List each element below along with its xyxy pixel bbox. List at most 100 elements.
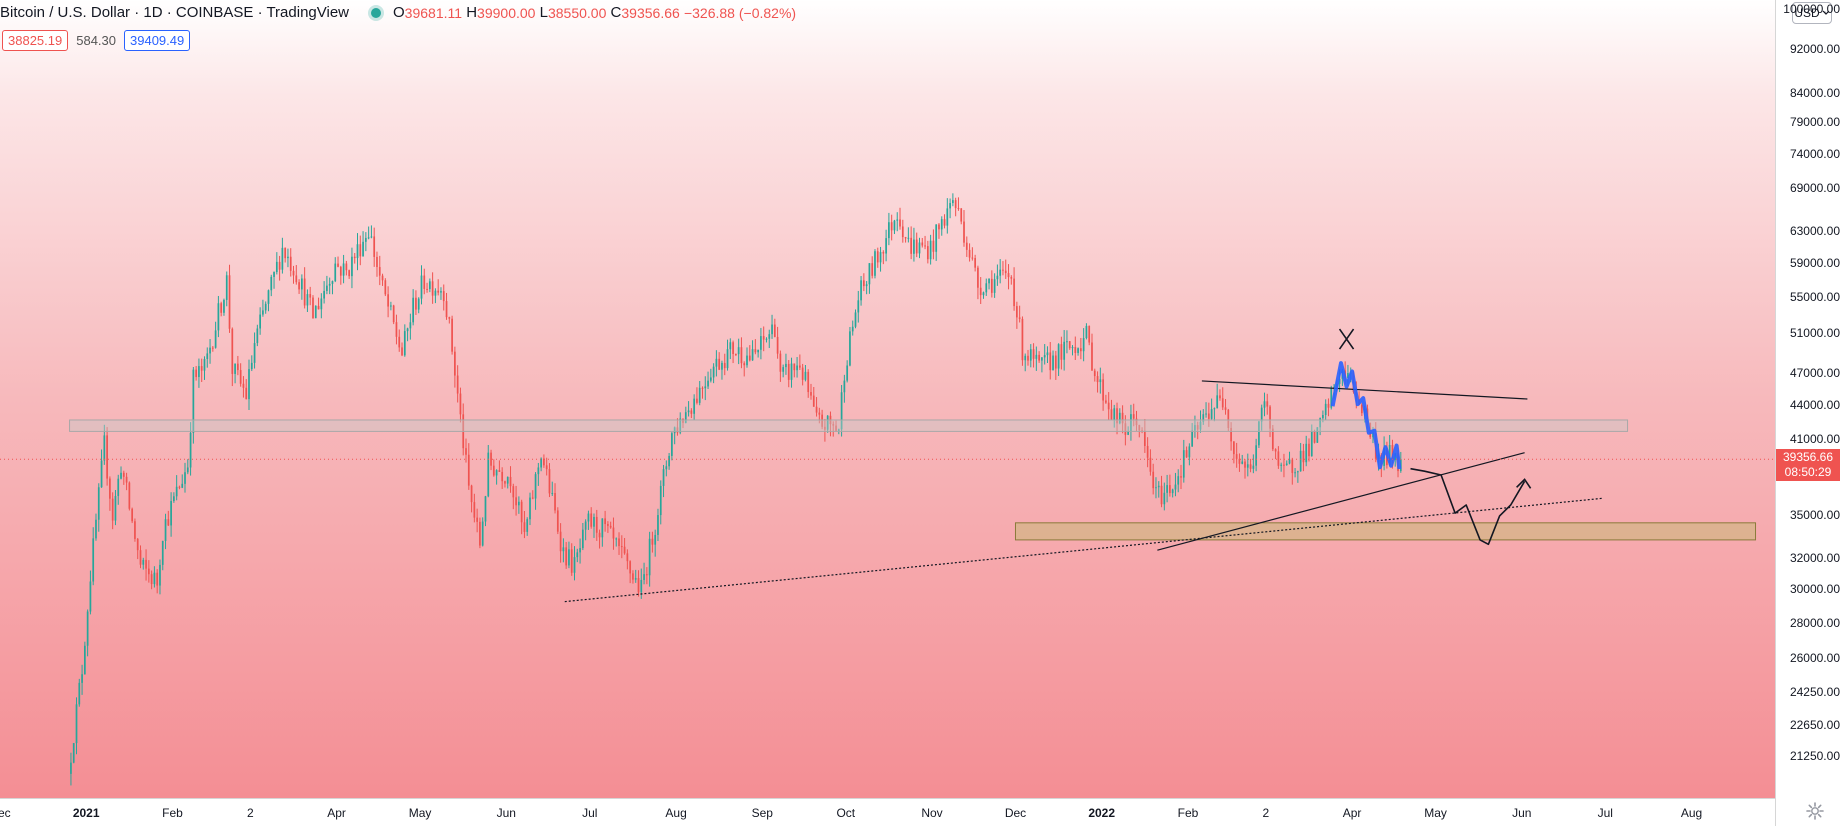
candle-body: [1077, 348, 1079, 353]
candle-body: [996, 275, 999, 280]
price-tick-label: 26000.00: [1789, 651, 1840, 666]
upper-trendline[interactable]: [1201, 380, 1528, 400]
x-marker-drawing[interactable]: [1338, 328, 1355, 350]
candle-body: [289, 256, 292, 271]
candle-body: [807, 371, 810, 393]
candle-body: [518, 501, 520, 506]
rising-trendline[interactable]: [1157, 452, 1525, 551]
candle-body: [103, 435, 106, 461]
candle-body: [885, 238, 887, 254]
candle-body: [634, 578, 637, 580]
candle-body: [1260, 407, 1263, 422]
candle-body: [1135, 418, 1138, 426]
candle-body: [874, 251, 876, 276]
candle-body: [150, 574, 153, 585]
candle-body: [1166, 485, 1168, 493]
candle-body: [862, 280, 865, 287]
candle-body: [926, 246, 929, 260]
candle-body: [512, 486, 515, 498]
candle-body: [178, 486, 181, 488]
candle-body: [993, 279, 996, 293]
candle-body: [974, 258, 976, 268]
candle-body: [718, 358, 721, 370]
candle-body: [106, 435, 108, 479]
price-tick-label: 74000.00: [1789, 146, 1840, 161]
candle-body: [573, 557, 576, 573]
candle-body: [673, 427, 676, 434]
time-tick-label: Oct: [836, 806, 856, 820]
candle-body: [1347, 373, 1349, 379]
candle-body: [1027, 355, 1029, 361]
projection-path[interactable]: [1410, 467, 1526, 546]
candle-body: [1113, 408, 1116, 420]
candle-body: [206, 353, 209, 360]
candle-body: [1263, 401, 1266, 408]
candle-body: [139, 550, 142, 565]
candle-body: [270, 276, 273, 291]
gear-icon[interactable]: [1804, 800, 1826, 822]
dotted-trendline[interactable]: [564, 497, 1603, 603]
candle-body: [915, 239, 918, 254]
candle-body: [1210, 409, 1213, 419]
buy-button[interactable]: 39409.49: [124, 30, 191, 51]
candle-body: [918, 242, 921, 254]
candle-body: [445, 301, 448, 318]
time-tick-label: Dec: [1004, 806, 1027, 820]
candle-body: [1294, 472, 1296, 474]
candle-body: [373, 236, 376, 257]
candle-body: [693, 398, 696, 414]
candle-body: [134, 521, 136, 539]
price-tick-label: 35000.00: [1789, 507, 1840, 522]
candle-body: [303, 278, 306, 306]
ohlc-high-label: H: [466, 4, 478, 21]
candle-body: [214, 330, 217, 348]
candle-body: [490, 452, 492, 466]
candle-body: [879, 252, 882, 263]
candle-body: [1252, 465, 1255, 469]
candle-body: [668, 455, 670, 467]
candle-body: [581, 529, 584, 549]
candle-body: [312, 297, 314, 319]
candle-body: [326, 285, 328, 291]
candle-body: [1199, 421, 1202, 430]
candle-body: [1322, 415, 1324, 419]
candle-body: [161, 540, 164, 565]
candle-body: [768, 334, 771, 339]
candle-body: [1149, 457, 1152, 472]
blue-brush-drawing[interactable]: [1330, 361, 1402, 470]
candle-body: [498, 470, 501, 472]
currency-button[interactable]: USD: [1792, 2, 1832, 24]
candle-body: [890, 222, 893, 231]
candle-body: [654, 534, 657, 545]
time-tick-label: May: [408, 806, 432, 820]
candle-body: [1004, 270, 1007, 274]
candle-body: [812, 395, 815, 407]
time-axis[interactable]: [0, 798, 1775, 826]
candle-body: [495, 470, 498, 476]
candle-body: [175, 486, 178, 497]
support-zone[interactable]: [1014, 522, 1757, 541]
candle-body: [1319, 418, 1321, 428]
candle-body: [506, 476, 509, 484]
candle-body: [935, 224, 938, 252]
candle-body: [977, 267, 979, 288]
price-axis[interactable]: [1775, 0, 1844, 826]
candle-body: [824, 426, 826, 430]
candle-body: [801, 367, 804, 380]
candle-body: [306, 294, 309, 306]
candle-body: [362, 241, 364, 257]
candle-body: [390, 305, 392, 307]
candle-body: [576, 552, 579, 558]
sell-button[interactable]: 38825.19: [2, 30, 69, 51]
candle-body: [982, 292, 985, 296]
candle-body: [1227, 409, 1230, 428]
candle-body: [537, 467, 540, 475]
symbol-title: Bitcoin / U.S. Dollar · 1D · COINBASE · …: [0, 4, 349, 21]
candle-body: [378, 267, 381, 276]
candle-body: [1085, 325, 1088, 339]
resistance-zone[interactable]: [69, 419, 1629, 432]
candle-body: [409, 322, 412, 329]
candle-body: [799, 365, 801, 368]
